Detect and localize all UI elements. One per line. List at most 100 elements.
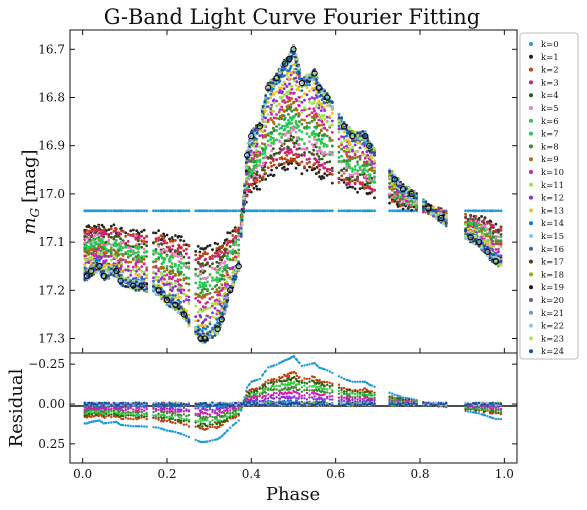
fit-point-k13 xyxy=(488,244,492,248)
fit-point-k13 xyxy=(185,309,188,313)
fit-point-k5 xyxy=(179,257,183,261)
fit-point-k2 xyxy=(370,190,374,193)
fit-point-k14 xyxy=(215,318,219,321)
fit-point-k12 xyxy=(99,256,103,260)
fit-point-k20 xyxy=(243,189,247,193)
fit-point-k12 xyxy=(179,291,183,295)
fit-point-k4 xyxy=(211,262,214,266)
fit-point-k10 xyxy=(292,92,295,95)
fit-point-k9 xyxy=(272,122,276,125)
fit-point-k13 xyxy=(258,129,262,133)
fit-point-k11 xyxy=(226,276,230,279)
fit-point-k3 xyxy=(223,250,227,254)
fit-point-k8 xyxy=(294,113,298,116)
fit-point-k13 xyxy=(253,140,257,144)
fit-point-k12 xyxy=(282,87,286,90)
fit-point-k9 xyxy=(222,274,226,278)
fit-point-k10 xyxy=(471,225,475,229)
fit-point-k9 xyxy=(298,113,301,117)
fit-point-k12 xyxy=(287,82,291,86)
fit-point-k1 xyxy=(185,243,188,247)
fit-point-k9 xyxy=(255,155,259,159)
fit-point-k8 xyxy=(169,272,172,276)
fit-point-k0 xyxy=(266,209,270,213)
fit-point-k22 xyxy=(208,335,212,339)
fit-point-k9 xyxy=(179,278,182,282)
fit-point-k20 xyxy=(444,224,448,228)
fit-point-k20 xyxy=(239,235,243,238)
fit-point-k6 xyxy=(217,268,221,272)
fit-point-k6 xyxy=(199,277,203,281)
fit-point-k2 xyxy=(499,226,503,230)
fit-point-k3 xyxy=(330,169,334,173)
fit-point-k7 xyxy=(290,118,294,122)
fit-point-k4 xyxy=(263,165,267,169)
fit-point-k5 xyxy=(135,242,139,246)
fit-point-k8 xyxy=(263,143,267,146)
fit-point-k13 xyxy=(390,182,394,186)
fit-point-k10 xyxy=(103,253,106,257)
fit-point-k4 xyxy=(131,245,135,249)
fit-point-k9 xyxy=(347,150,351,154)
fit-point-k10 xyxy=(171,275,175,279)
fit-point-k2 xyxy=(220,246,224,250)
fit-point-k11 xyxy=(275,104,278,108)
fit-point-k4 xyxy=(142,242,146,246)
fit-point-k3 xyxy=(131,234,135,238)
fit-point-k3 xyxy=(95,228,99,232)
fit-point-k6 xyxy=(272,139,276,143)
fit-point-k0 xyxy=(494,209,498,213)
fit-point-k11 xyxy=(140,270,144,273)
fit-point-k12 xyxy=(163,283,166,287)
fit-point-k6 xyxy=(196,274,200,278)
fit-point-k9 xyxy=(370,169,374,172)
fit-point-k13 xyxy=(312,86,316,90)
fit-point-k4 xyxy=(348,177,352,181)
fit-point-k9 xyxy=(116,252,120,255)
fit-point-k2 xyxy=(109,227,113,231)
fit-point-k2 xyxy=(310,166,314,170)
fit-point-k4 xyxy=(163,250,166,254)
fit-point-k5 xyxy=(201,268,204,272)
fit-point-k22 xyxy=(415,200,418,204)
fit-point-k2 xyxy=(342,178,346,182)
fit-point-k9 xyxy=(282,110,286,113)
fit-point-k2 xyxy=(194,253,198,257)
fit-point-k4 xyxy=(220,258,224,262)
fit-point-k3 xyxy=(290,150,294,154)
fit-point-k8 xyxy=(271,126,275,130)
fit-point-k0 xyxy=(472,209,476,213)
fit-point-k10 xyxy=(298,104,301,108)
fit-point-k2 xyxy=(97,224,101,228)
fit-point-k4 xyxy=(247,185,251,189)
fit-point-k9 xyxy=(109,248,113,252)
fit-point-k5 xyxy=(253,169,257,173)
fit-point-k7 xyxy=(208,284,212,287)
fit-point-k5 xyxy=(220,261,224,264)
fit-point-k11 xyxy=(348,147,352,151)
fit-point-k12 xyxy=(206,314,209,318)
fit-point-k2 xyxy=(340,174,343,178)
fit-point-k6 xyxy=(258,161,262,164)
fit-point-k2 xyxy=(126,232,130,236)
fit-point-k13 xyxy=(174,296,177,300)
fit-point-k22 xyxy=(264,96,268,100)
fit-point-k8 xyxy=(152,260,155,264)
fit-point-k11 xyxy=(255,148,258,152)
fit-point-k7 xyxy=(281,124,284,128)
fit-point-k5 xyxy=(109,243,113,247)
fit-point-k2 xyxy=(337,181,341,184)
fit-point-k13 xyxy=(305,86,309,90)
fit-point-k8 xyxy=(342,159,346,162)
fit-point-k3 xyxy=(215,252,219,255)
fit-point-k9 xyxy=(89,248,93,252)
fit-point-k7 xyxy=(308,126,311,129)
fit-point-k4 xyxy=(255,172,258,176)
fit-point-k8 xyxy=(196,293,200,296)
fit-point-k13 xyxy=(285,73,289,76)
fit-point-k1 xyxy=(270,168,273,172)
fit-point-k3 xyxy=(305,158,309,161)
fit-point-k7 xyxy=(154,257,158,261)
fit-point-k9 xyxy=(131,258,135,262)
fit-point-k10 xyxy=(305,114,309,118)
